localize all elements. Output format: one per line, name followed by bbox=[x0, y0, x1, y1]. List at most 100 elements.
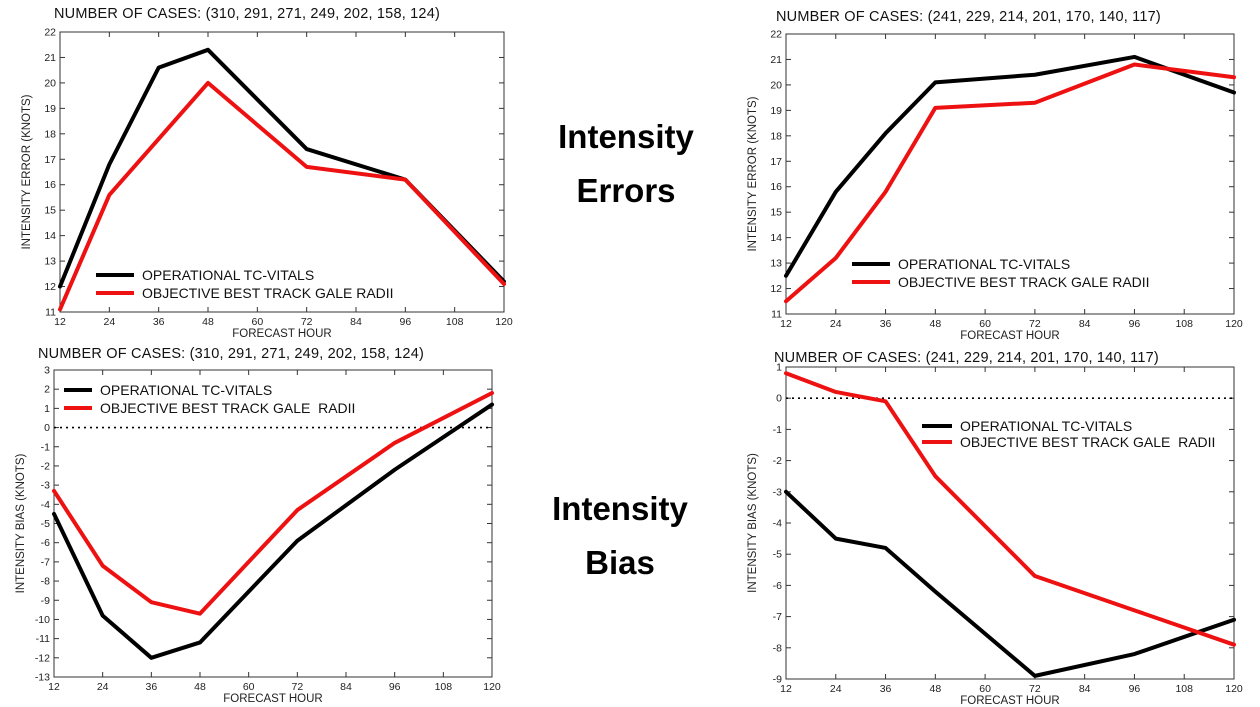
y-tick-label: 13 bbox=[770, 258, 782, 270]
legend-label-objective: OBJECTIVE BEST TRACK GALE RADII bbox=[100, 400, 355, 416]
y-tick-label: 21 bbox=[770, 54, 782, 66]
data-point bbox=[206, 81, 210, 85]
data-point bbox=[884, 190, 888, 194]
x-tick-label: 84 bbox=[1079, 318, 1091, 330]
y-tick-label: -12 bbox=[35, 652, 50, 664]
intensity-bias-line2: Bias bbox=[585, 544, 655, 581]
x-tick-label: 24 bbox=[830, 683, 842, 695]
data-point bbox=[933, 80, 937, 84]
data-point bbox=[403, 178, 407, 182]
data-point bbox=[834, 190, 838, 194]
data-point bbox=[198, 612, 202, 616]
y-tick-label: -6 bbox=[773, 580, 782, 592]
cases-caption: NUMBER OF CASES: (241, 229, 214, 201, 17… bbox=[776, 9, 1161, 25]
y-tick-label: 22 bbox=[770, 29, 782, 41]
series-line-operational bbox=[784, 54, 1236, 278]
data-point bbox=[933, 590, 937, 594]
y-tick-label: -2 bbox=[41, 460, 50, 472]
x-tick-label: 108 bbox=[435, 681, 453, 693]
y-tick-label: -1 bbox=[41, 441, 50, 453]
data-point bbox=[295, 508, 299, 512]
data-point bbox=[834, 256, 838, 260]
y-tick-label: -1 bbox=[773, 424, 782, 436]
legend-label-operational: OPERATIONAL TC-VITALS bbox=[100, 382, 272, 398]
y-tick-label: 15 bbox=[44, 205, 56, 217]
x-tick-label: 12 bbox=[54, 316, 66, 328]
y-tick-label: 21 bbox=[44, 52, 56, 64]
legend-label-operational: OPERATIONAL TC-VITALS bbox=[142, 267, 314, 283]
y-tick-label: 11 bbox=[45, 307, 56, 319]
x-axis-label: FORECAST HOUR bbox=[223, 693, 322, 705]
plot-frame bbox=[785, 366, 1235, 680]
data-point bbox=[784, 299, 788, 303]
data-point bbox=[1232, 618, 1236, 622]
legend-label-operational: OPERATIONAL TC-VITALS bbox=[898, 256, 1070, 272]
x-tick-label: 60 bbox=[243, 681, 255, 693]
x-tick-label: 96 bbox=[1129, 318, 1141, 330]
cases-caption: NUMBER OF CASES: (310, 291, 271, 249, 20… bbox=[54, 6, 440, 22]
x-tick-label: 108 bbox=[1175, 683, 1193, 695]
data-point bbox=[490, 391, 494, 395]
y-tick-label: 18 bbox=[44, 128, 56, 140]
y-tick-label: 0 bbox=[44, 422, 50, 434]
data-point bbox=[393, 441, 397, 445]
legend-label-objective: OBJECTIVE BEST TRACK GALE RADII bbox=[960, 434, 1215, 450]
data-point bbox=[1033, 674, 1037, 678]
data-point bbox=[198, 640, 202, 644]
x-tick-label: 24 bbox=[103, 316, 115, 328]
legend-label-objective: OBJECTIVE BEST TRACK GALE RADII bbox=[898, 274, 1150, 290]
x-tick-label: 84 bbox=[340, 681, 352, 693]
data-point bbox=[157, 66, 161, 70]
series-line-operational bbox=[784, 489, 1236, 678]
y-tick-label: 12 bbox=[44, 281, 56, 293]
data-point bbox=[107, 193, 111, 197]
data-point bbox=[1232, 91, 1236, 95]
x-tick-label: 120 bbox=[483, 681, 501, 693]
y-tick-label: 2 bbox=[44, 384, 50, 396]
data-point bbox=[1132, 608, 1136, 612]
x-tick-label: 48 bbox=[929, 318, 941, 330]
y-tick-label: -5 bbox=[773, 549, 782, 561]
plot-frame bbox=[785, 33, 1235, 315]
data-point bbox=[884, 399, 888, 403]
y-tick-label: -10 bbox=[35, 614, 50, 626]
data-point bbox=[502, 282, 506, 286]
data-point bbox=[834, 537, 838, 541]
y-tick-label: -4 bbox=[41, 499, 50, 511]
y-tick-label: 1 bbox=[776, 362, 782, 374]
x-tick-label: 120 bbox=[1225, 683, 1243, 695]
x-tick-label: 24 bbox=[830, 318, 842, 330]
x-axis-label: FORECAST HOUR bbox=[960, 330, 1059, 342]
y-tick-label: -11 bbox=[36, 633, 51, 645]
data-point bbox=[784, 371, 788, 375]
x-tick-label: 24 bbox=[97, 681, 109, 693]
y-tick-label: 17 bbox=[44, 154, 56, 166]
intensity-errors-line2: Errors bbox=[576, 172, 676, 209]
x-axis-label: FORECAST HOUR bbox=[960, 695, 1059, 707]
y-axis-label: INTENSITY ERROR (KNOTS) bbox=[747, 96, 759, 251]
y-tick-label: 3 bbox=[44, 365, 50, 377]
data-point bbox=[101, 614, 105, 618]
x-tick-label: 120 bbox=[495, 316, 513, 328]
x-tick-label: 36 bbox=[145, 681, 157, 693]
data-point bbox=[1033, 101, 1037, 105]
x-tick-label: 72 bbox=[1029, 683, 1041, 695]
x-tick-label: 48 bbox=[202, 316, 214, 328]
y-tick-label: -5 bbox=[41, 518, 50, 530]
x-tick-label: 72 bbox=[301, 316, 313, 328]
x-tick-label: 60 bbox=[979, 683, 991, 695]
y-tick-label: -3 bbox=[773, 486, 782, 498]
x-tick-label: 36 bbox=[880, 683, 892, 695]
y-tick-label: 14 bbox=[770, 232, 782, 244]
y-tick-label: 17 bbox=[770, 156, 782, 168]
x-tick-label: 36 bbox=[153, 316, 165, 328]
y-tick-label: -4 bbox=[773, 518, 782, 530]
chart-panel-errors-left: NUMBER OF CASES: (310, 291, 271, 249, 20… bbox=[0, 0, 520, 340]
y-axis-label: INTENSITY BIAS (KNOTS) bbox=[15, 453, 27, 593]
x-tick-label: 96 bbox=[389, 681, 401, 693]
intensity-errors-line1: Intensity bbox=[558, 118, 694, 155]
x-tick-label: 12 bbox=[780, 318, 792, 330]
data-point bbox=[1033, 73, 1037, 77]
y-tick-label: -8 bbox=[41, 576, 50, 588]
